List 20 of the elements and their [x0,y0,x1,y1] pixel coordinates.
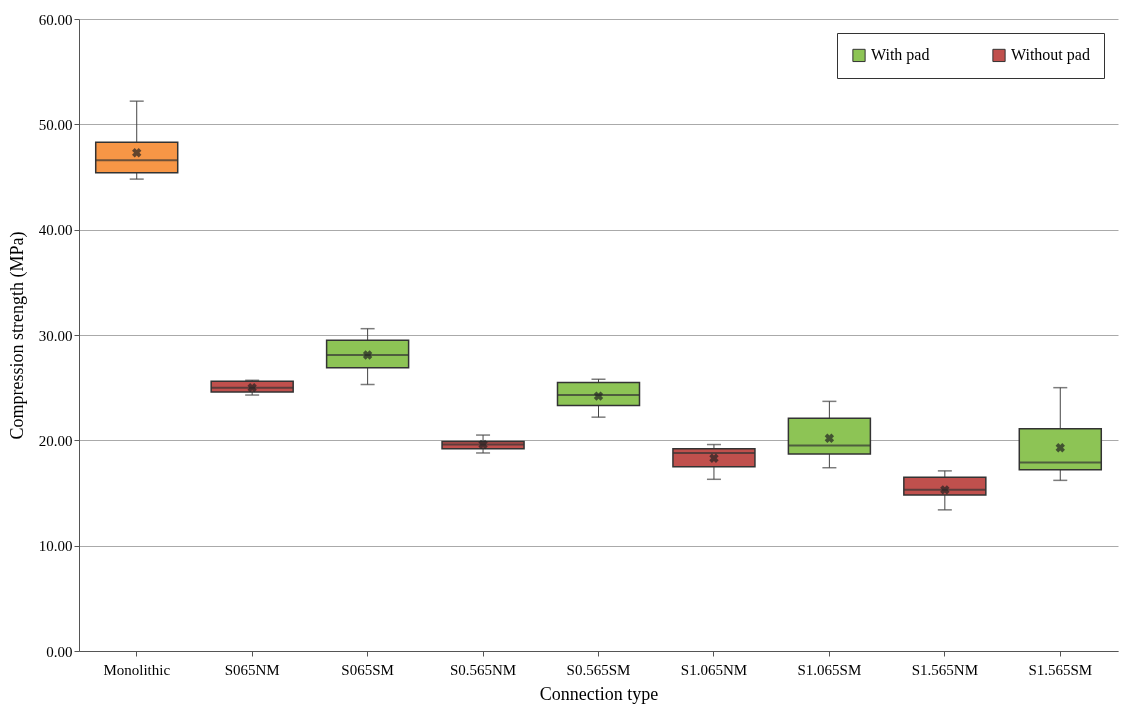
y-tick-label: 50.00 [38,116,73,133]
x-tick-label: S065SM [341,661,394,678]
y-tick-label: 10.00 [38,538,73,555]
x-tick-label: S1.565NM [911,661,978,678]
y-tick-label: 20.00 [38,432,73,449]
x-tick-label: S1.565SM [1028,661,1093,678]
y-axis-title: Compression strength (MPa) [6,231,28,440]
x-tick-label: Monolithic [103,661,171,678]
y-tick-label: 30.00 [38,327,73,344]
x-tick-label: S0.565NM [449,661,517,678]
y-tick-label: 0.00 [46,643,73,660]
legend-label: With pad [871,46,930,65]
x-axis-title: Connection type [539,683,659,704]
x-tick-label: S0.565SM [566,661,631,678]
x-tick-label: S065NM [224,661,280,678]
legend-label: Without pad [1011,46,1090,65]
y-tick-label: 60.00 [38,11,73,28]
x-tick-label: S1.065NM [680,661,748,678]
x-tick-label: S1.065SM [797,661,862,678]
y-tick-label: 40.00 [38,222,73,239]
